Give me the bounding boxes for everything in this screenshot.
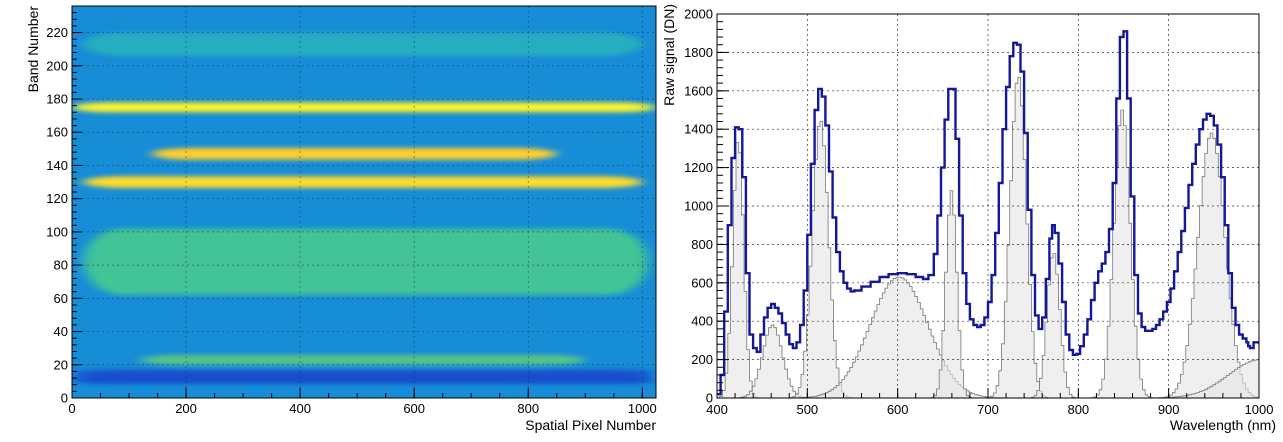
spectrum-ytick-label: 0 bbox=[706, 391, 713, 406]
heatmap-band-7 bbox=[151, 148, 557, 160]
spectrum-ylabel: Raw signal (DN) bbox=[661, 4, 677, 106]
heatmap-band-6 bbox=[83, 176, 643, 188]
heatmap-ticks: 0 200 400 600 800 1000 0 20 40 60 80 100 120 140 160 18… bbox=[46, 5, 657, 416]
heatmap-ytick-label: 0 bbox=[61, 391, 68, 406]
spectrum-xtick-label: 500 bbox=[796, 402, 818, 417]
spectrum-component-8 bbox=[717, 109, 1259, 398]
heatmap-image bbox=[72, 6, 656, 398]
heatmap-ytick-label: 60 bbox=[54, 291, 68, 306]
spectrum-xtick-label: 600 bbox=[887, 402, 909, 417]
heatmap-grid bbox=[72, 6, 656, 398]
spectrum-xlabel: Wavelength (nm) bbox=[1170, 417, 1276, 433]
heatmap-ytick-label: 220 bbox=[46, 25, 68, 40]
heatmap-ytick-label: 100 bbox=[46, 224, 68, 239]
spectrum-component-3 bbox=[717, 120, 1259, 398]
spectrum-xtick-label: 800 bbox=[1067, 402, 1089, 417]
heatmap-panel: 0 200 400 600 800 1000 0 20 40 60 80 100 120 140 160 18… bbox=[25, 5, 657, 433]
heatmap-ytick-label: 160 bbox=[46, 125, 68, 140]
heatmap-xtick-label: 1000 bbox=[628, 401, 657, 416]
spectrum-xtick-label: 1000 bbox=[1245, 402, 1274, 417]
spectrum-components bbox=[717, 77, 1259, 398]
spectrum-ytick-label: 1800 bbox=[684, 45, 713, 60]
spectrum-xtick-label: 400 bbox=[706, 402, 728, 417]
heatmap-ytick-label: 20 bbox=[54, 357, 68, 372]
spectrum-ytick-label: 1000 bbox=[684, 199, 713, 214]
heatmap-ytick-label: 140 bbox=[46, 158, 68, 173]
heatmap-band-3 bbox=[140, 354, 586, 365]
heatmap-frame bbox=[71, 5, 657, 399]
heatmap-xtick-label: 0 bbox=[68, 401, 75, 416]
heatmap-xtick-label: 400 bbox=[289, 401, 311, 416]
heatmap-ytick-label: 80 bbox=[54, 258, 68, 273]
heatmap-xtick-label: 200 bbox=[175, 401, 197, 416]
heatmap-ytick-label: 180 bbox=[46, 92, 68, 107]
heatmap-ytick-label: 40 bbox=[54, 324, 68, 339]
spectrum-ytick-label: 1600 bbox=[684, 83, 713, 98]
spectrum-ytick-label: 800 bbox=[691, 237, 713, 252]
heatmap-band-1 bbox=[72, 375, 656, 384]
heatmap-band-8 bbox=[72, 102, 656, 113]
heatmap-band-10 bbox=[83, 32, 643, 56]
spectrum-ytick-label: 2000 bbox=[684, 7, 713, 22]
heatmap-ytick-label: 120 bbox=[46, 191, 68, 206]
spectrum-xtick-label: 900 bbox=[1158, 402, 1180, 417]
heatmap-band-2 bbox=[72, 369, 656, 377]
spectrum-total-line bbox=[717, 30, 1259, 396]
spectrum-component-6 bbox=[717, 77, 1259, 398]
heatmap-xlabel: Spatial Pixel Number bbox=[525, 417, 656, 433]
heatmap-ylabel: Band Number bbox=[25, 6, 41, 93]
spectrum-ytick-label: 200 bbox=[691, 352, 713, 367]
spectrum-panel: 400 500 600 700 800 900 1000 0 200 400 600 800 1000 1… bbox=[661, 4, 1276, 433]
heatmap-xtick-label: 800 bbox=[517, 401, 539, 416]
spectrum-xtick-label: 700 bbox=[977, 402, 999, 417]
spectrum-component-2 bbox=[717, 324, 1259, 398]
heatmap-background bbox=[72, 6, 656, 398]
spectrum-component-9 bbox=[717, 132, 1259, 398]
heatmap-band-5 bbox=[83, 228, 649, 296]
spectrum-ytick-label: 600 bbox=[691, 275, 713, 290]
spectrum-ticks: 400 500 600 700 800 900 1000 0 200 400 600 800 1000 1… bbox=[684, 7, 1273, 418]
spectrum-ytick-label: 1200 bbox=[684, 160, 713, 175]
spectrum-ytick-label: 1400 bbox=[684, 122, 713, 137]
spectrum-ytick-label: 400 bbox=[691, 314, 713, 329]
heatmap-xtick-label: 600 bbox=[403, 401, 425, 416]
heatmap-ytick-label: 200 bbox=[46, 58, 68, 73]
